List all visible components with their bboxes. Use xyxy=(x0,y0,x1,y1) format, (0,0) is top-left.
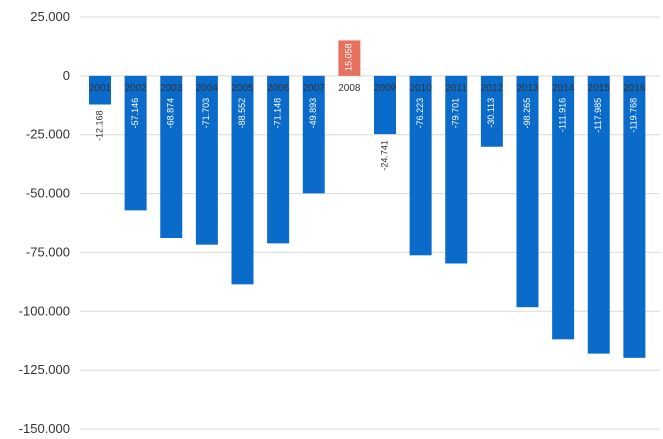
data-labels: -12.168 -57.146 -68.874 -71.703 -88.552 -71.1… xyxy=(94,43,638,170)
x-tick-label: 2010 xyxy=(410,83,433,94)
bar-2015 xyxy=(587,75,610,354)
y-tick-label: -150.000 xyxy=(19,421,70,434)
y-tick-label: 25.000 xyxy=(30,9,70,24)
bar-2009 xyxy=(374,75,396,135)
bar-2007 xyxy=(302,75,325,194)
data-label: -49.893 xyxy=(308,98,318,129)
bar-2014 xyxy=(552,75,575,340)
bar-2012 xyxy=(480,75,503,147)
x-tick-label: 2006 xyxy=(267,83,290,94)
x-tick-label: 2005 xyxy=(231,83,254,94)
x-axis-ticks: 2001 2002 2003 2004 2005 2006 2007 2008 2009 2010… xyxy=(89,83,646,94)
data-label: -68.874 xyxy=(166,98,176,129)
y-tick-label: -50.000 xyxy=(26,186,70,201)
x-tick-label: 2016 xyxy=(623,83,646,94)
bar-2011 xyxy=(445,75,468,264)
data-label: -117.985 xyxy=(593,98,603,133)
bars xyxy=(89,40,646,358)
x-tick-label: 2003 xyxy=(160,83,183,94)
x-tick-label: 2015 xyxy=(588,83,611,94)
data-label: -57.146 xyxy=(130,98,140,129)
bar-2016 xyxy=(623,75,646,358)
data-label: -71.148 xyxy=(273,98,283,129)
x-tick-label: 2012 xyxy=(481,83,504,94)
x-tick-label: 2001 xyxy=(89,83,112,94)
y-tick-label: -25.000 xyxy=(26,127,70,142)
bar-2001 xyxy=(89,75,111,105)
y-tick-label: 0 xyxy=(63,68,70,83)
data-label: -24.741 xyxy=(379,140,389,171)
bar-2008 xyxy=(338,40,361,76)
bar-2010 xyxy=(409,75,432,256)
x-tick-label: 2011 xyxy=(445,83,467,94)
y-tick-label: -100.000 xyxy=(19,303,70,318)
data-label: -12.168 xyxy=(94,111,104,142)
bar-2005 xyxy=(231,75,254,285)
data-label: -71.703 xyxy=(201,98,211,129)
data-label: 15.058 xyxy=(344,43,354,71)
x-tick-label: 2002 xyxy=(125,83,148,94)
x-tick-label: 2004 xyxy=(196,83,219,94)
data-label: -88.552 xyxy=(237,98,247,129)
x-tick-label: 2008 xyxy=(338,83,361,94)
x-tick-label: 2007 xyxy=(303,83,326,94)
y-axis-ticks: 25.000 0 -25.000 -50.000 -75.000 -100.000 -125… xyxy=(19,9,70,436)
data-label: -30.113 xyxy=(486,98,496,128)
x-tick-label: 2009 xyxy=(374,83,397,94)
bar-2002 xyxy=(124,75,147,211)
data-label: -98.265 xyxy=(522,98,532,129)
data-label: -79.701 xyxy=(451,98,461,129)
data-label: -119.768 xyxy=(629,98,639,133)
data-label: -111.916 xyxy=(558,98,568,132)
x-tick-label: 2014 xyxy=(552,83,575,94)
x-tick-label: 2013 xyxy=(516,83,539,94)
bar-2003 xyxy=(160,75,183,239)
bar-2006 xyxy=(267,75,290,244)
data-label: -76.223 xyxy=(415,98,425,129)
bar-2013 xyxy=(516,75,539,308)
bar-2004 xyxy=(195,75,218,245)
y-tick-label: -125.000 xyxy=(19,362,70,377)
y-tick-label: -75.000 xyxy=(26,244,70,259)
